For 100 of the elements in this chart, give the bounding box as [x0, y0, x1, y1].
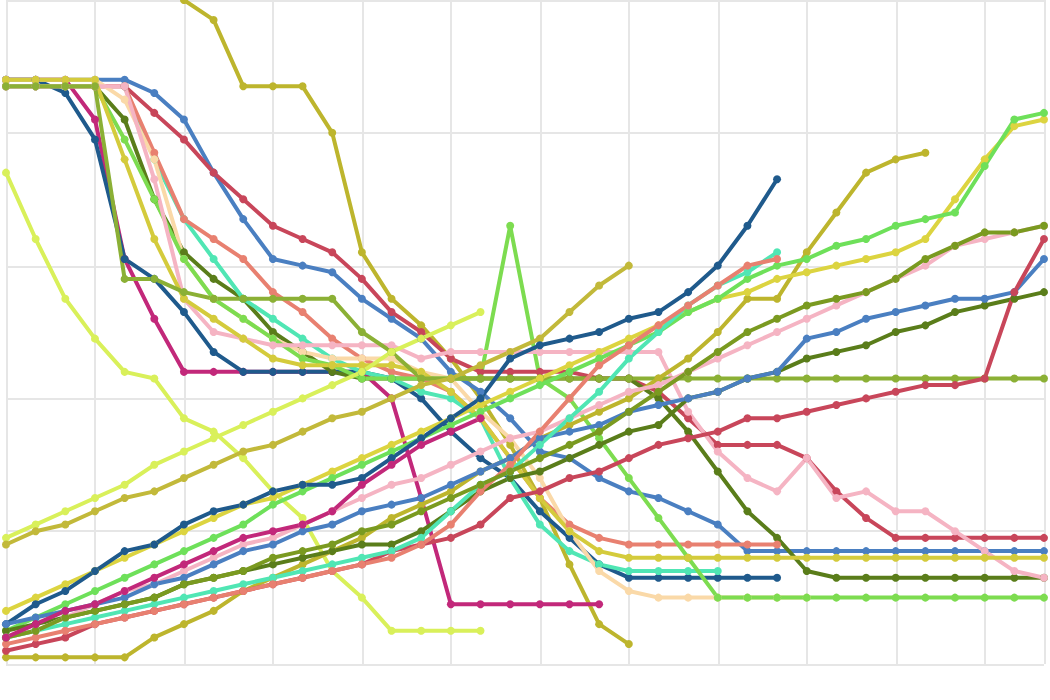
point	[743, 474, 752, 483]
point	[535, 487, 544, 496]
point	[268, 553, 277, 562]
point	[624, 334, 633, 343]
point	[921, 148, 930, 157]
point	[268, 254, 277, 263]
point	[476, 600, 485, 609]
point	[535, 440, 544, 449]
point	[2, 533, 10, 542]
point	[832, 374, 841, 383]
point	[298, 341, 307, 350]
point	[862, 168, 871, 177]
point	[209, 533, 218, 542]
point	[417, 440, 426, 449]
point	[31, 653, 40, 662]
point	[951, 208, 960, 217]
point	[357, 494, 366, 502]
point	[713, 553, 722, 562]
point	[1010, 547, 1019, 556]
point	[773, 540, 782, 549]
point	[713, 540, 722, 549]
point	[980, 573, 989, 582]
point	[891, 593, 900, 602]
point	[179, 288, 188, 297]
point	[891, 328, 900, 336]
point	[684, 593, 693, 602]
point	[743, 268, 752, 277]
point	[417, 474, 426, 483]
point	[209, 434, 218, 443]
point	[268, 540, 277, 549]
point	[595, 474, 604, 483]
point	[31, 640, 40, 649]
point	[357, 361, 366, 370]
point	[951, 593, 960, 602]
point	[713, 354, 722, 363]
point	[1040, 374, 1048, 383]
point	[239, 447, 248, 456]
point	[624, 394, 633, 403]
point	[654, 347, 663, 356]
point	[506, 440, 515, 449]
point	[802, 374, 811, 383]
point	[298, 427, 307, 436]
point	[684, 354, 693, 363]
point	[268, 221, 277, 230]
point	[239, 533, 248, 542]
point	[239, 215, 248, 224]
point	[120, 573, 129, 582]
point	[595, 533, 604, 542]
point	[298, 235, 307, 244]
point	[743, 288, 752, 297]
point	[713, 261, 722, 270]
point	[446, 347, 455, 356]
point	[268, 407, 277, 416]
point	[921, 593, 930, 602]
point	[417, 321, 426, 330]
point	[832, 241, 841, 250]
point	[713, 427, 722, 436]
point	[684, 427, 693, 436]
point	[980, 593, 989, 602]
point	[951, 547, 960, 556]
point	[209, 314, 218, 323]
point	[862, 553, 871, 562]
point	[328, 467, 337, 476]
point	[743, 507, 752, 516]
point	[120, 480, 129, 489]
point	[357, 248, 366, 257]
point	[921, 301, 930, 310]
point	[565, 600, 574, 609]
point	[239, 254, 248, 263]
point	[862, 254, 871, 263]
point	[446, 533, 455, 542]
point	[328, 341, 337, 350]
point	[921, 235, 930, 244]
point	[773, 274, 782, 283]
point	[654, 420, 663, 429]
point	[209, 560, 218, 569]
point	[357, 593, 366, 602]
point	[832, 208, 841, 217]
point	[268, 440, 277, 449]
point	[773, 414, 782, 423]
point	[624, 640, 633, 649]
point	[654, 593, 663, 602]
point	[417, 427, 426, 436]
point	[298, 82, 307, 91]
point	[565, 560, 574, 569]
point	[1040, 235, 1048, 244]
point	[862, 314, 871, 323]
point	[565, 440, 574, 449]
point	[506, 221, 515, 230]
point	[535, 454, 544, 463]
point	[535, 474, 544, 483]
point	[328, 560, 337, 569]
point	[921, 507, 930, 516]
point	[120, 547, 129, 556]
point	[1010, 374, 1019, 383]
point	[802, 547, 811, 556]
point	[417, 354, 426, 363]
point	[506, 460, 515, 469]
point	[446, 394, 455, 403]
point	[624, 474, 633, 483]
